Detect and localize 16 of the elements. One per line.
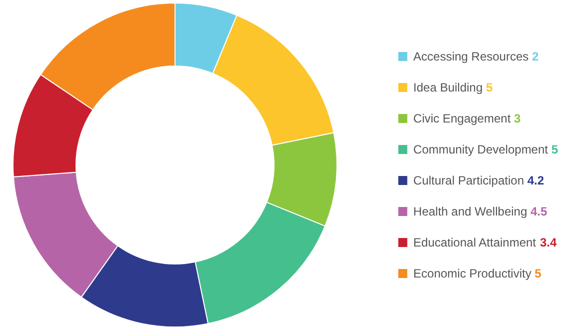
legend-label: Community Development	[413, 142, 549, 156]
legend-label: Idea Building	[413, 80, 483, 94]
data-label: 4.2	[527, 174, 544, 188]
legend-label: Civic Engagement	[413, 112, 512, 126]
data-label: 5	[551, 142, 558, 156]
data-label: 3	[514, 112, 521, 126]
data-label: 2	[532, 50, 539, 64]
data-label: 4.5	[530, 204, 548, 218]
data-label: 3.4	[540, 236, 558, 250]
data-label: 5	[534, 266, 542, 280]
data-label: 5	[486, 80, 493, 94]
legend-label: Cultural Participation	[413, 174, 524, 188]
legend-label: Health and Wellbeing	[413, 204, 528, 218]
legend-label: Educational Attainment	[413, 236, 537, 250]
legend-label: Accessing Resources	[413, 50, 529, 64]
legend-label: Economic Productivity	[413, 266, 532, 280]
